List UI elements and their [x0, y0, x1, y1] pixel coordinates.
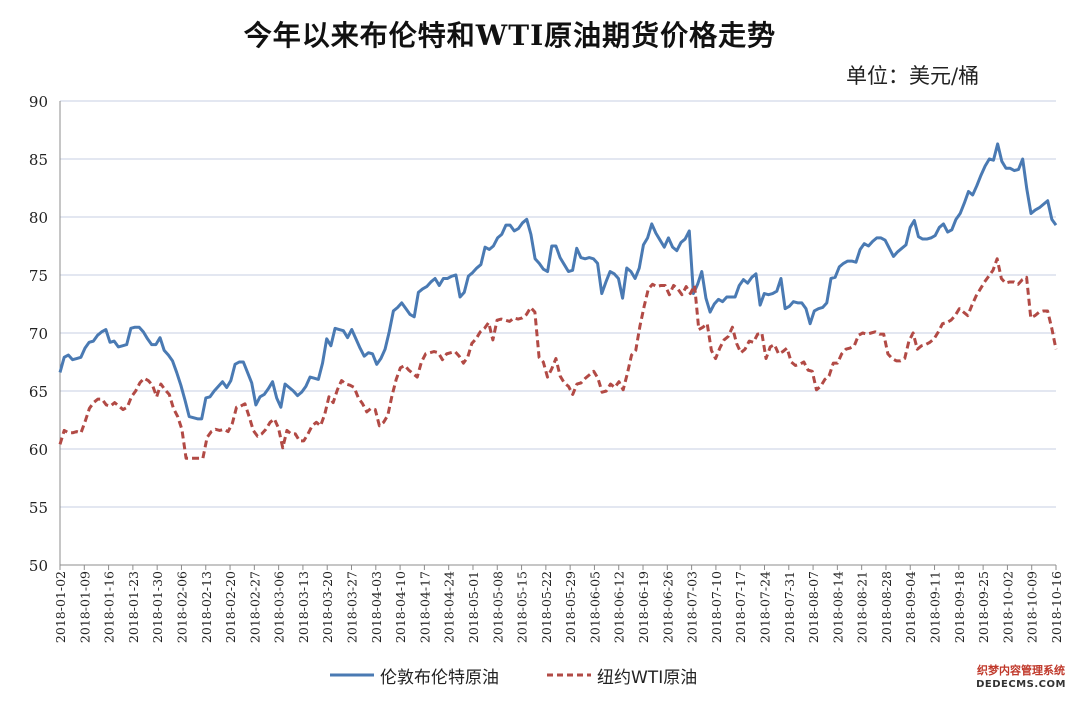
watermark-line1: 织梦内容管理系统: [977, 664, 1065, 677]
axes: [59, 101, 1057, 570]
legend-item-brent: 伦敦布伦特原油: [330, 663, 499, 688]
x-tick-label: 2018-03-20: [320, 571, 335, 643]
x-tick-label: 2018-04-17: [417, 571, 432, 643]
x-tick-label: 2018-04-03: [369, 571, 384, 643]
x-tick-label: 2018-04-24: [442, 571, 457, 643]
chart-title: 今年以来布伦特和WTI原油期货价格走势: [243, 19, 777, 52]
y-tick-label: 90: [29, 93, 48, 111]
y-tick-label: 55: [29, 499, 48, 517]
x-tick-label: 2018-05-22: [539, 571, 554, 643]
x-tick-label: 2018-09-04: [903, 571, 918, 643]
y-tick-labels: 50 55 60 65 70 75 80 85 90: [29, 93, 48, 575]
x-tick-label: 2018-10-02: [1000, 571, 1015, 643]
series-line-wti: [58, 257, 1058, 460]
series-line-brent: [58, 142, 1058, 421]
x-tick-label: 2018-07-10: [709, 571, 724, 643]
x-tick-label: 2018-02-20: [223, 571, 238, 643]
x-tick-label: 2018-02-27: [247, 571, 262, 643]
x-tick-label: 2018-09-11: [928, 571, 943, 643]
x-tick-label: 2018-08-21: [855, 571, 870, 643]
unit-label: 单位：美元/桶: [846, 64, 980, 88]
x-tick-label: 2018-06-12: [612, 571, 627, 643]
x-tick-label: 2018-08-28: [879, 571, 894, 643]
y-tick-label: 65: [29, 383, 48, 401]
x-tick-label: 2018-02-06: [174, 571, 189, 643]
watermark-logo: 织梦内容管理系统 DEDECMS.COM: [968, 664, 1074, 692]
x-tick-label: 2018-07-17: [733, 571, 748, 643]
watermark-line2: DEDECMS.COM: [976, 679, 1066, 690]
legend-swatch-wti: [547, 673, 591, 677]
y-tick-label: 80: [29, 209, 48, 227]
legend-swatch-brent: [330, 673, 374, 677]
x-tick-label: 2018-03-13: [296, 571, 311, 643]
x-tick-label: 2018-03-27: [345, 571, 360, 643]
y-tick-label: 85: [29, 151, 48, 169]
x-tick-label: 2018-06-05: [587, 571, 602, 643]
x-tick-label: 2018-09-25: [976, 571, 991, 643]
x-tick-label: 2018-01-30: [150, 571, 165, 643]
x-tick-label: 2018-08-07: [806, 571, 821, 643]
gridlines: [60, 100, 1056, 508]
legend-label-wti: 纽约WTI原油: [597, 667, 698, 688]
x-tick-label: 2018-07-03: [685, 571, 700, 643]
x-tick-label: 2018-06-19: [636, 571, 651, 643]
y-tick-label: 75: [29, 267, 48, 285]
x-tick-label: 2018-05-15: [515, 571, 530, 643]
x-tick-label: 2018-08-14: [830, 571, 845, 643]
x-tick-label: 2018-01-23: [126, 571, 141, 643]
x-tick-label: 2018-05-08: [490, 571, 505, 643]
x-tick-label: 2018-05-01: [466, 571, 481, 643]
legend: 伦敦布伦特原油 纽约WTI原油: [330, 662, 745, 688]
legend-item-wti: 纽约WTI原油: [547, 663, 697, 688]
x-tick-label: 2018-09-18: [952, 571, 967, 643]
x-tick-label: 2018-02-13: [199, 571, 214, 643]
y-tick-label: 50: [29, 557, 48, 575]
x-tick-label: 2018-06-26: [660, 571, 675, 643]
y-tick-label: 70: [29, 325, 48, 343]
x-tick-label: 2018-04-10: [393, 571, 408, 643]
x-tick-label: 2018-05-29: [563, 571, 578, 643]
x-tick-label: 2018-10-16: [1049, 571, 1064, 643]
series: [58, 142, 1058, 460]
x-tick-label: 2018-01-09: [77, 571, 92, 643]
x-tick-label: 2018-10-09: [1025, 571, 1040, 643]
x-tick-labels: 2018-01-02 2018-01-09 2018-01-16 2018-01-23…: [53, 571, 1064, 643]
x-tick-label: 2018-07-31: [782, 571, 797, 643]
x-tick-label: 2018-07-24: [757, 571, 772, 643]
y-tick-label: 60: [29, 441, 48, 459]
x-tick-label: 2018-01-16: [102, 571, 117, 643]
x-tick-label: 2018-03-06: [272, 571, 287, 643]
legend-label-brent: 伦敦布伦特原油: [380, 667, 499, 688]
x-tick-label: 2018-01-02: [53, 571, 68, 643]
